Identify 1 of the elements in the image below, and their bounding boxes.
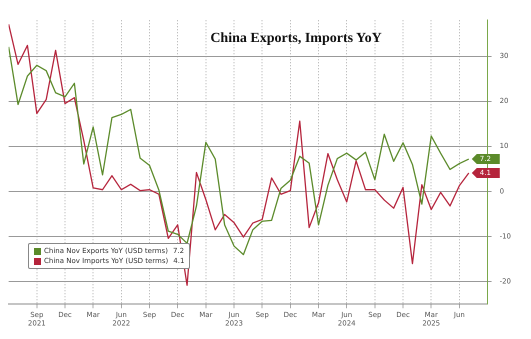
text: China Exports, Imports YoY xyxy=(210,31,382,46)
